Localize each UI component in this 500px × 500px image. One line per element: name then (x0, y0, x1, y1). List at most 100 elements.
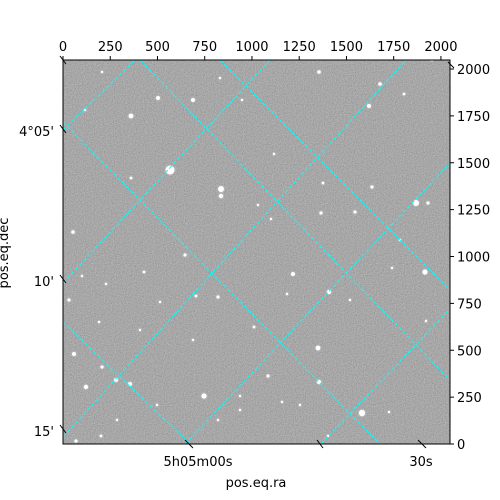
dec-grid-line (63, 321, 191, 444)
ra-grid-line (63, 60, 271, 284)
star (83, 384, 89, 390)
star (319, 211, 323, 215)
star (114, 378, 118, 382)
star (238, 408, 242, 412)
top-tick-label: 250 (98, 40, 123, 55)
star (158, 300, 162, 304)
star (390, 266, 394, 270)
star (156, 96, 160, 100)
x-axis-label: pos.eq.ra (226, 476, 287, 491)
star (201, 393, 207, 399)
ra-grid-line (320, 308, 450, 444)
right-tick-label: 1750 (457, 110, 490, 125)
top-pixel-axis: 0 250 500 750 1000 1250 1500 1750 2000 (59, 40, 457, 60)
star (216, 295, 220, 299)
top-tick-label: 2000 (424, 40, 457, 55)
star (321, 181, 325, 185)
sky-image (63, 60, 450, 444)
star (216, 418, 220, 422)
top-tick-label: 500 (145, 40, 170, 55)
right-tick-label: 2000 (457, 63, 490, 78)
star (317, 70, 321, 74)
top-tick-label: 1500 (330, 40, 363, 55)
ra-tick-label-1: 5h05m00s (163, 455, 232, 470)
star (280, 400, 284, 404)
top-tick-label: 750 (192, 40, 217, 55)
star (378, 82, 382, 86)
star (422, 269, 428, 275)
star (104, 282, 108, 286)
ra-tick-label-2: 30s (409, 455, 433, 470)
star (426, 201, 430, 205)
star (291, 272, 295, 276)
top-tick-label: 0 (59, 40, 67, 55)
star (367, 104, 371, 108)
star (353, 210, 357, 214)
star (370, 185, 374, 189)
right-pixel-axis: 0 250 500 750 1000 1250 1500 1750 2000 (450, 63, 490, 453)
star (74, 439, 78, 443)
star (240, 98, 244, 102)
dec-grid-line (63, 121, 381, 444)
star (272, 152, 276, 156)
world-axis-ticks (59, 55, 455, 449)
right-tick-label: 1500 (457, 157, 490, 172)
star (252, 325, 256, 329)
dec-tick-label-1: 4°05' (19, 125, 54, 140)
top-tick-label: 1750 (377, 40, 410, 55)
dec-tick-label-2: 10' (34, 275, 54, 290)
star (191, 98, 195, 102)
star (348, 298, 352, 302)
star (155, 403, 159, 407)
star (80, 274, 84, 278)
right-tick-label: 0 (457, 438, 465, 453)
star (358, 409, 366, 417)
star (285, 292, 289, 296)
star (315, 345, 321, 351)
star (72, 352, 76, 356)
dec-tick-label-3: 15' (34, 425, 54, 440)
star (218, 193, 224, 199)
dec-grid-line (139, 60, 450, 381)
star (194, 294, 198, 298)
ra-grid-line (184, 162, 450, 444)
star-field (66, 60, 435, 444)
star (413, 200, 419, 206)
star (142, 270, 146, 274)
star (97, 320, 101, 324)
star (100, 365, 104, 369)
right-tick-label: 750 (457, 297, 482, 312)
y-axis-label: pos.eq.dec (0, 218, 12, 289)
ra-grid-line (63, 60, 407, 438)
ra-grid-line (63, 60, 136, 131)
star (191, 338, 195, 342)
right-tick-label: 1000 (457, 251, 490, 266)
star (238, 394, 242, 398)
star (67, 298, 71, 302)
plot-frame (62, 59, 451, 445)
star (99, 434, 103, 438)
star (266, 374, 270, 378)
star (128, 113, 134, 119)
top-tick-label: 1250 (283, 40, 316, 55)
right-tick-label: 1250 (457, 204, 490, 219)
dec-grid-line (219, 60, 450, 291)
top-tick-label: 1000 (235, 40, 268, 55)
star (402, 92, 406, 96)
star (165, 165, 175, 175)
star (183, 253, 187, 257)
star (269, 217, 273, 221)
right-tick-label: 500 (457, 344, 482, 359)
star (138, 328, 142, 332)
right-tick-label: 250 (457, 391, 482, 406)
star (129, 176, 133, 180)
star (115, 418, 119, 422)
star (424, 319, 428, 323)
star (256, 203, 260, 207)
coordinate-grid (63, 60, 450, 444)
star (387, 410, 391, 414)
star (218, 76, 222, 80)
star (83, 108, 87, 112)
star (298, 403, 302, 407)
